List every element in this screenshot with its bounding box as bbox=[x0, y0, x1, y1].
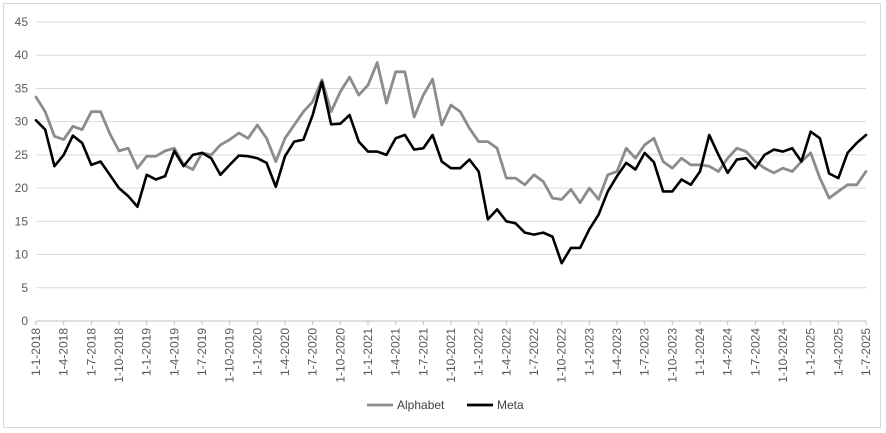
x-tick-label: 1-7-2022 bbox=[527, 328, 541, 376]
x-tick-label: 1-7-2020 bbox=[306, 328, 320, 376]
y-tick-label: 45 bbox=[15, 15, 29, 29]
y-tick-label: 5 bbox=[21, 281, 28, 295]
series-line-meta bbox=[34, 80, 868, 265]
x-tick-label: 1-10-2024 bbox=[776, 328, 790, 383]
axes: 0 5 10 15 20 25 30 35 40 45 1-1-2018 1-4-2018 1-7-20… bbox=[15, 15, 873, 383]
x-tick-label: 1-4-2025 bbox=[831, 328, 845, 376]
x-tick-label: 1-7-2024 bbox=[748, 328, 762, 376]
x-tick-label: 1-7-2019 bbox=[195, 328, 209, 376]
x-tick-label: 1-4-2023 bbox=[610, 328, 624, 376]
x-tick-label: 1-10-2018 bbox=[112, 328, 126, 383]
series-lines bbox=[34, 61, 868, 265]
y-tick-label: 10 bbox=[15, 248, 29, 262]
chart-frame: 0 5 10 15 20 25 30 35 40 45 1-1-2018 1-4-2018 1-7-20… bbox=[3, 3, 881, 428]
legend-label-meta: Meta bbox=[497, 398, 524, 412]
x-tick-label: 1-1-2023 bbox=[582, 328, 596, 376]
y-tick-label: 35 bbox=[15, 81, 29, 95]
x-tick-label: 1-10-2022 bbox=[555, 328, 569, 383]
x-tick-label: 1-1-2025 bbox=[804, 328, 818, 376]
x-tick-label: 1-1-2018 bbox=[29, 328, 43, 376]
y-tick-label: 15 bbox=[15, 214, 29, 228]
x-tick-label: 1-7-2023 bbox=[638, 328, 652, 376]
x-tick-label: 1-10-2019 bbox=[223, 328, 237, 383]
x-tick-label: 1-7-2018 bbox=[84, 328, 98, 376]
x-tick-label: 1-4-2022 bbox=[499, 328, 513, 376]
x-tick-label: 1-1-2020 bbox=[250, 328, 264, 376]
x-tick-label: 1-4-2020 bbox=[278, 328, 292, 376]
gridlines bbox=[36, 21, 866, 289]
x-tick-label: 1-1-2024 bbox=[693, 328, 707, 376]
line-chart: 0 5 10 15 20 25 30 35 40 45 1-1-2018 1-4-2018 1-7-20… bbox=[15, 15, 873, 412]
x-tick-label: 1-10-2023 bbox=[665, 328, 679, 383]
x-tick-label: 1-1-2022 bbox=[472, 328, 486, 376]
x-tick-label: 1-1-2021 bbox=[361, 328, 375, 376]
x-tick-label: 1-7-2025 bbox=[859, 328, 873, 376]
series-line-alphabet bbox=[34, 61, 868, 205]
legend: Alphabet Meta bbox=[367, 398, 524, 412]
y-tick-label: 20 bbox=[15, 181, 29, 195]
x-tick-label: 1-4-2024 bbox=[721, 328, 735, 376]
y-tick-label: 25 bbox=[15, 148, 29, 162]
x-tick-label: 1-4-2019 bbox=[167, 328, 181, 376]
x-tick-label: 1-10-2021 bbox=[444, 328, 458, 383]
x-tick-label: 1-4-2021 bbox=[389, 328, 403, 376]
legend-label-alphabet: Alphabet bbox=[397, 398, 445, 412]
y-tick-label: 40 bbox=[15, 48, 29, 62]
y-tick-label: 30 bbox=[15, 115, 29, 129]
x-tick-label: 1-10-2020 bbox=[333, 328, 347, 383]
x-tick-label: 1-7-2021 bbox=[416, 328, 430, 376]
x-tick-label: 1-4-2018 bbox=[57, 328, 71, 376]
y-tick-label: 0 bbox=[21, 314, 28, 328]
x-tick-label: 1-1-2019 bbox=[140, 328, 154, 376]
